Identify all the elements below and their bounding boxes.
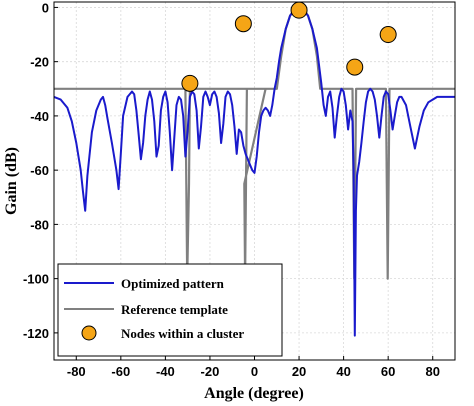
y-tick-label: -20 bbox=[30, 55, 49, 70]
legend: Optimized pattern Reference template Nod… bbox=[57, 263, 283, 357]
x-tick-label: 20 bbox=[292, 364, 306, 379]
x-tick-label: -80 bbox=[67, 364, 86, 379]
x-tick-label: 80 bbox=[425, 364, 439, 379]
cluster-node-marker bbox=[346, 58, 364, 76]
x-tick-label: -60 bbox=[111, 364, 130, 379]
series-optimized-pattern bbox=[54, 7, 455, 337]
y-axis-label: Gain (dB) bbox=[3, 147, 20, 215]
x-tick-label: -40 bbox=[156, 364, 175, 379]
x-tick-label: 0 bbox=[251, 364, 258, 379]
marker-layer bbox=[181, 1, 397, 92]
cluster-node-marker bbox=[181, 74, 199, 92]
y-tick-label: -80 bbox=[30, 217, 49, 232]
x-tick-label: 60 bbox=[381, 364, 395, 379]
y-tick-label: -100 bbox=[23, 272, 49, 287]
cluster-node-marker bbox=[379, 26, 397, 44]
legend-optimized-label: Optimized pattern bbox=[121, 276, 225, 291]
legend-nodes-label: Nodes within a cluster bbox=[121, 326, 244, 341]
y-tick-label: 0 bbox=[42, 0, 49, 15]
series-reference-template bbox=[54, 6, 455, 280]
x-axis-label: Angle (degree) bbox=[204, 385, 304, 402]
legend-reference-label: Reference template bbox=[121, 302, 228, 317]
y-tick-label: -120 bbox=[23, 326, 49, 341]
y-tick-label: -40 bbox=[30, 109, 49, 124]
cluster-node-marker bbox=[290, 1, 308, 19]
x-tick-label: -20 bbox=[201, 364, 220, 379]
x-tick-label: 40 bbox=[336, 364, 350, 379]
y-tick-label: -60 bbox=[30, 163, 49, 178]
cluster-node-marker bbox=[234, 15, 252, 33]
legend-nodes-marker bbox=[81, 325, 97, 341]
tick-layer: -80 -60 -40 -20 0 20 40 60 80 0 -20 -40 -60 -80 -100 -1… bbox=[23, 0, 440, 379]
